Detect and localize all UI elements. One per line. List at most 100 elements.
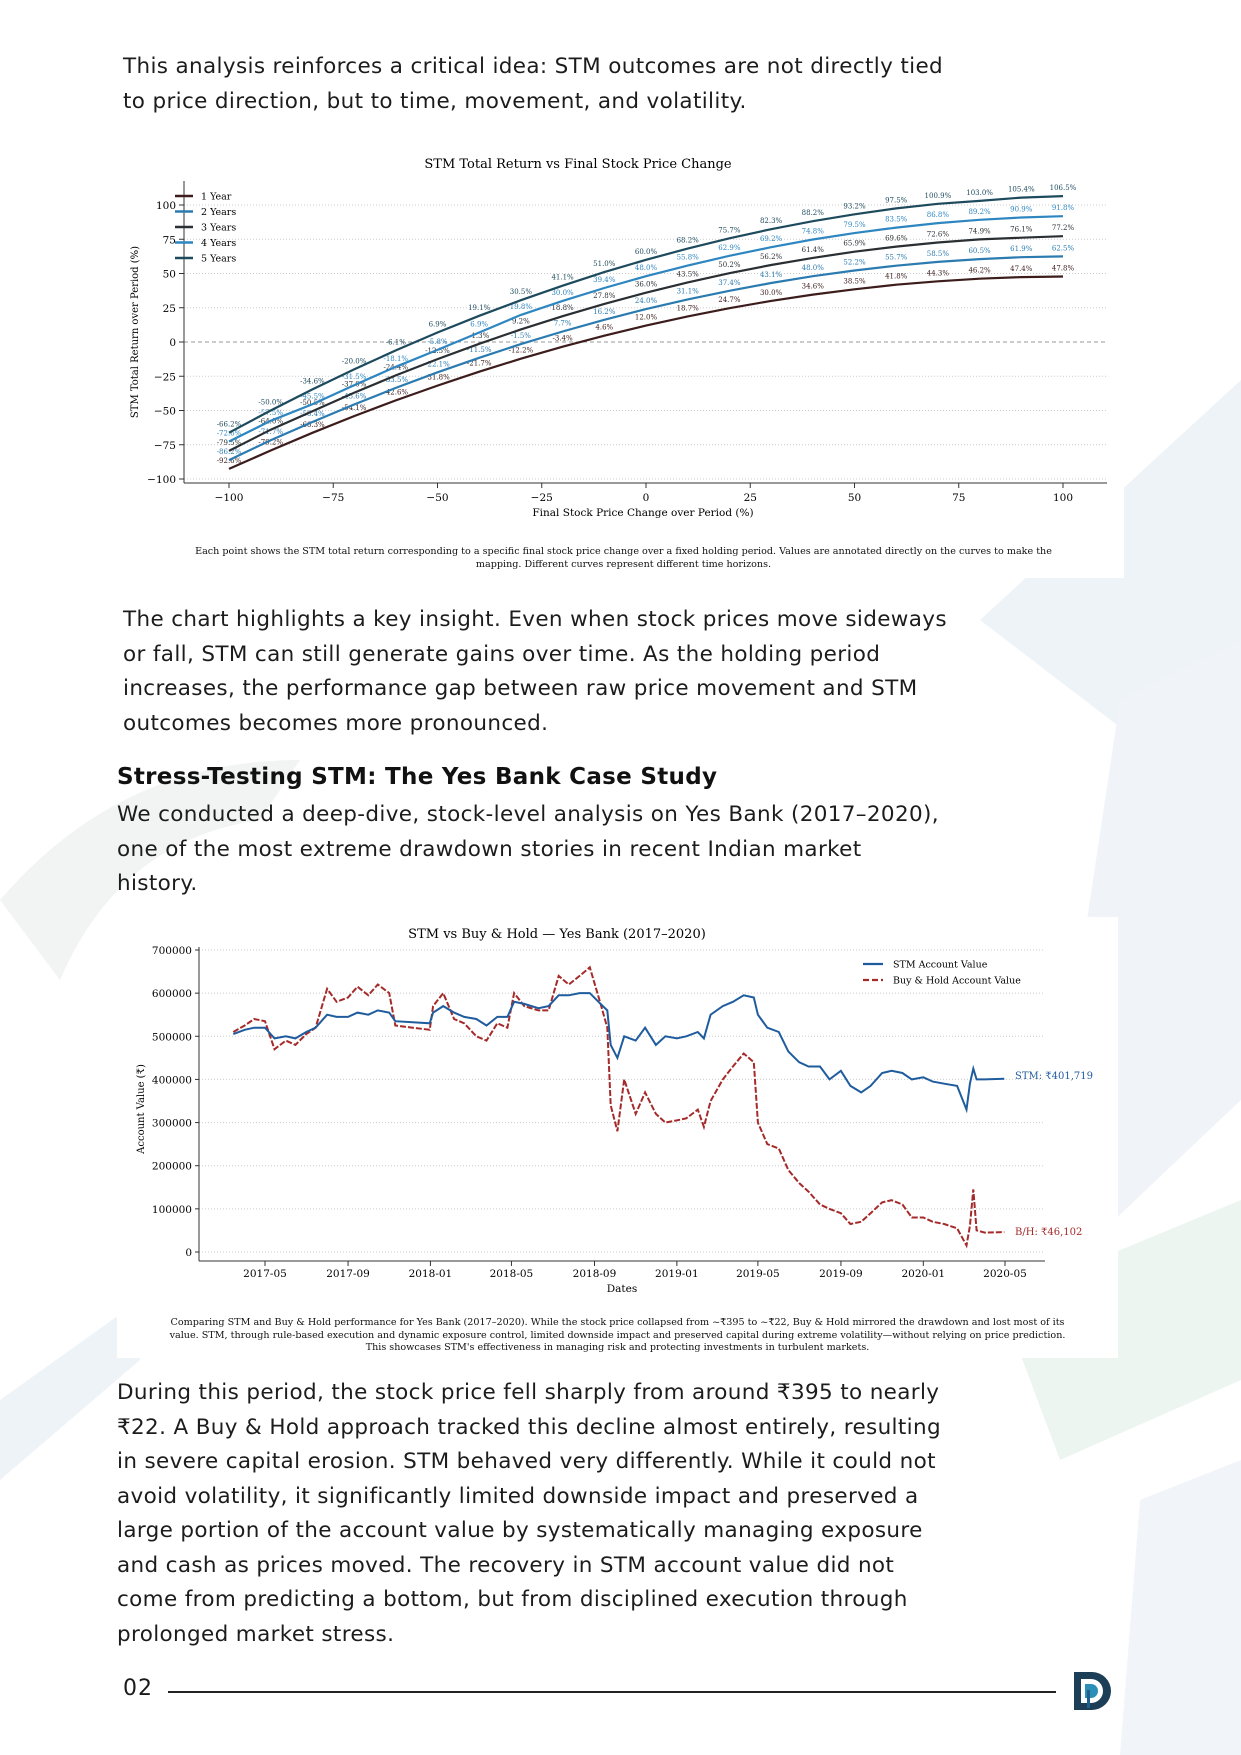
data-label: 68.2%	[677, 237, 700, 245]
caption-line: mapping. Different curves represent diff…	[475, 558, 772, 570]
y-tick-label: 0	[185, 1247, 192, 1259]
data-label: -50.0%	[258, 399, 283, 407]
data-label: 24.7%	[718, 296, 741, 304]
data-label: 46.2%	[968, 267, 991, 275]
buy-hold-series-line	[232, 965, 1005, 1249]
x-tick-label: 2020-01	[901, 1268, 945, 1280]
return-vs-price-chart: STM Total Return vs Final Stock Price Ch…	[123, 140, 1124, 578]
text-line: to price direction, but to time, movemen…	[123, 88, 747, 114]
y-tick-label: 700000	[152, 945, 192, 957]
text-line: come from predicting a bottom, but from …	[117, 1587, 908, 1612]
data-label: 43.1%	[760, 271, 783, 279]
x-tick-label: −50	[426, 492, 448, 504]
data-label: 52.2%	[843, 258, 866, 266]
data-label: -72.6%	[217, 429, 242, 437]
data-label: 106.5%	[1050, 184, 1077, 192]
data-label: 91.8%	[1052, 204, 1075, 212]
y-axis-label: STM Total Return over Period (%)	[130, 246, 141, 418]
x-tick-label: 2017-05	[243, 1268, 287, 1280]
buy-hold-final-value-annotation: B/H: ₹46,102	[1015, 1227, 1082, 1238]
data-label: 79.5%	[843, 221, 866, 229]
section-heading: Stress-Testing STM: The Yes Bank Case St…	[117, 764, 718, 790]
y-tick-label: 25	[163, 303, 176, 315]
data-label: 47.4%	[1010, 265, 1033, 273]
data-label: -45.6%	[342, 392, 367, 400]
data-label: -5.8%	[427, 338, 447, 346]
series-line-4	[228, 215, 1064, 443]
data-label: 88.2%	[802, 209, 825, 217]
data-label: 48.0%	[635, 264, 658, 272]
data-label: -22.1%	[425, 360, 450, 368]
data-label: 9.2%	[512, 317, 530, 325]
legend-label: 2 Years	[201, 207, 236, 218]
case-result-paragraph: During this period, the stock price fell…	[117, 1376, 941, 1652]
data-label: 4.6%	[595, 324, 613, 332]
data-label: 6.9%	[429, 321, 447, 329]
text-line: and cash as prices moved. The recovery i…	[117, 1552, 895, 1578]
text-line: ₹22. A Buy & Hold approach tracked this …	[117, 1414, 941, 1440]
data-label: 75.7%	[718, 226, 741, 234]
data-label: 103.0%	[966, 189, 993, 197]
data-label: 18.7%	[677, 304, 700, 312]
x-tick-label: 50	[848, 492, 861, 504]
data-label: 105.4%	[1008, 186, 1035, 194]
data-label: -18.1%	[383, 355, 408, 363]
insight-paragraph: The chart highlights a key insight. Even…	[123, 603, 947, 741]
data-label: 72.6%	[927, 231, 950, 239]
data-label: -58.4%	[300, 410, 325, 418]
data-label: -71.7%	[258, 428, 283, 436]
intro-paragraph: This analysis reinforces a critical idea…	[123, 50, 943, 119]
data-label: 34.6%	[802, 283, 825, 291]
data-label: 60.5%	[968, 247, 991, 255]
y-tick-label: 100	[156, 200, 176, 212]
data-label: 60.0%	[635, 248, 658, 256]
data-label: -92.6%	[217, 457, 242, 465]
caption-line: Each point shows the STM total return co…	[195, 546, 1052, 557]
data-label: 100.9%	[925, 192, 952, 200]
data-label: 55.8%	[677, 254, 700, 262]
caption-line: This showcases STM's effectiveness in ma…	[365, 1342, 870, 1353]
x-tick-label: 2018-09	[573, 1268, 617, 1280]
data-label: -33.5%	[383, 376, 408, 384]
data-label: -45.5%	[300, 392, 325, 400]
x-tick-label: 2020-05	[983, 1268, 1027, 1280]
data-label: -6.1%	[386, 338, 406, 346]
y-tick-label: −50	[154, 406, 176, 418]
data-label: 61.4%	[802, 246, 825, 254]
data-label: 7.7%	[554, 319, 572, 327]
data-label: -79.5%	[217, 439, 242, 447]
stm-final-value-annotation: STM: ₹401,719	[1015, 1071, 1093, 1082]
text-line: in severe capital erosion. STM behaved v…	[117, 1449, 936, 1474]
data-label: 19.1%	[468, 304, 491, 312]
data-label: -66.3%	[300, 421, 325, 429]
data-label: -12.5%	[425, 347, 450, 355]
data-label: 30.0%	[760, 289, 783, 297]
yes-bank-chart: STM vs Buy & Hold — Yes Bank (2017–2020)…	[117, 917, 1118, 1358]
legend-label: 5 Years	[201, 254, 236, 265]
data-label: 89.2%	[968, 208, 991, 216]
x-tick-label: 2017-09	[326, 1268, 370, 1280]
data-label: -3.4%	[553, 335, 573, 343]
data-label: 69.2%	[760, 235, 783, 243]
chart-caption: Comparing STM and Buy & Hold performance…	[117, 1317, 1118, 1355]
caption-line: Comparing STM and Buy & Hold performance…	[170, 1317, 1065, 1328]
chart-title: STM vs Buy & Hold — Yes Bank (2017–2020)	[408, 927, 706, 942]
x-tick-label: 2019-05	[736, 1268, 780, 1280]
data-label: -86.2%	[217, 448, 242, 456]
legend-label: 3 Years	[201, 223, 236, 234]
data-label: 39.4%	[593, 276, 616, 284]
data-label: -79.2%	[258, 439, 283, 447]
x-axis-label: Final Stock Price Change over Period (%)	[532, 507, 753, 519]
data-label: -42.6%	[383, 388, 408, 396]
series-line-2	[228, 255, 1064, 462]
data-label: -1.3%	[469, 332, 489, 340]
data-label: -57.5%	[258, 409, 283, 417]
y-tick-label: 300000	[152, 1118, 192, 1130]
data-label: 43.5%	[677, 270, 700, 278]
text-line: This analysis reinforces a critical idea…	[123, 54, 944, 79]
case-intro-paragraph: We conducted a deep-dive, stock-level an…	[117, 798, 939, 902]
data-label: -34.6%	[300, 377, 325, 385]
x-tick-label: 0	[643, 492, 650, 504]
y-axis-label: Account Value (₹)	[136, 1064, 147, 1155]
series-line-5	[228, 195, 1064, 434]
